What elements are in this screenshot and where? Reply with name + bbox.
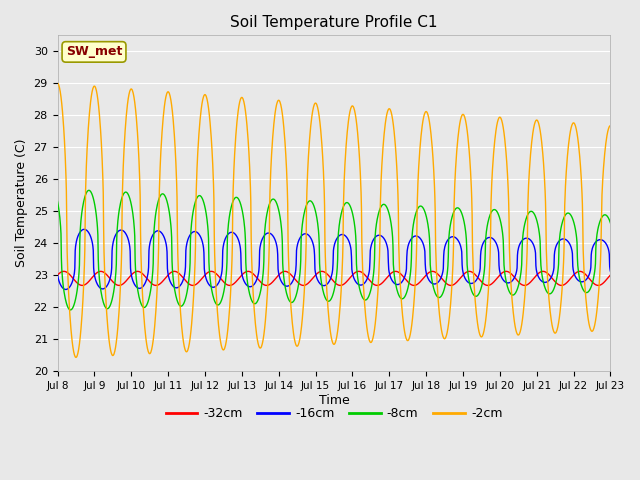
Legend: -32cm, -16cm, -8cm, -2cm: -32cm, -16cm, -8cm, -2cm: [161, 402, 508, 425]
X-axis label: Time: Time: [319, 394, 349, 407]
Y-axis label: Soil Temperature (C): Soil Temperature (C): [15, 139, 28, 267]
Title: Soil Temperature Profile C1: Soil Temperature Profile C1: [230, 15, 438, 30]
Text: SW_met: SW_met: [66, 46, 122, 59]
